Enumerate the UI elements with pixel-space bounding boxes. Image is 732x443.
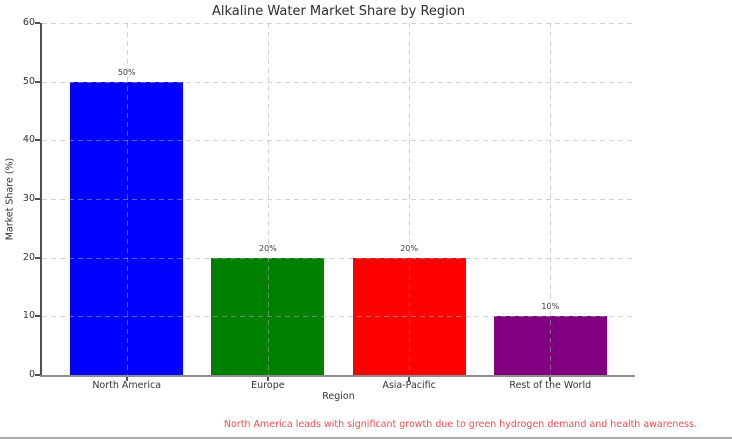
gridline-horizontal [42,140,635,142]
x-axis-spine [40,375,635,377]
x-tick-label: Asia-Pacific [382,380,436,391]
gridline-horizontal [42,257,635,259]
gridline-horizontal [42,81,635,83]
x-tick-mark [549,377,552,381]
x-tick-label: Rest of the World [509,380,592,391]
y-tick-label: 10 [22,310,35,322]
chart-title: Alkaline Water Market Share by Region [212,4,465,19]
y-tick-mark [35,256,40,259]
y-tick-mark [35,139,40,142]
y-tick-mark [35,315,40,318]
y-tick-label: 30 [22,193,35,204]
gridline-vertical [267,23,269,375]
bottom-edge-line [0,437,732,439]
y-tick-mark [35,198,40,200]
annotation-text: North America leads with significant gro… [223,419,698,430]
x-tick-mark [125,377,128,381]
y-tick-label: 60 [22,17,35,28]
x-tick-mark [266,377,269,381]
y-tick-label: 0 [28,369,35,380]
gridline-vertical [409,23,411,375]
x-tick-label: North America [92,380,162,391]
gridline-horizontal [42,23,635,24]
x-tick-label: Europe [251,380,285,391]
gridline-horizontal [42,199,635,200]
y-tick-label: 20 [22,251,35,263]
gridline-vertical [126,23,128,375]
gridline-vertical [550,23,552,375]
x-tick-mark [408,377,411,381]
y-tick-mark [35,22,40,24]
x-axis-label: Region [322,391,355,402]
y-tick-mark [35,80,40,83]
y-tick-label: 50 [22,75,35,87]
y-axis-spine [40,23,42,377]
bar-rest-of-the-world [493,316,607,375]
y-tick-label: 40 [22,134,35,146]
plot-area [42,23,635,375]
y-tick-mark [35,374,40,376]
gridline-horizontal [42,316,635,318]
